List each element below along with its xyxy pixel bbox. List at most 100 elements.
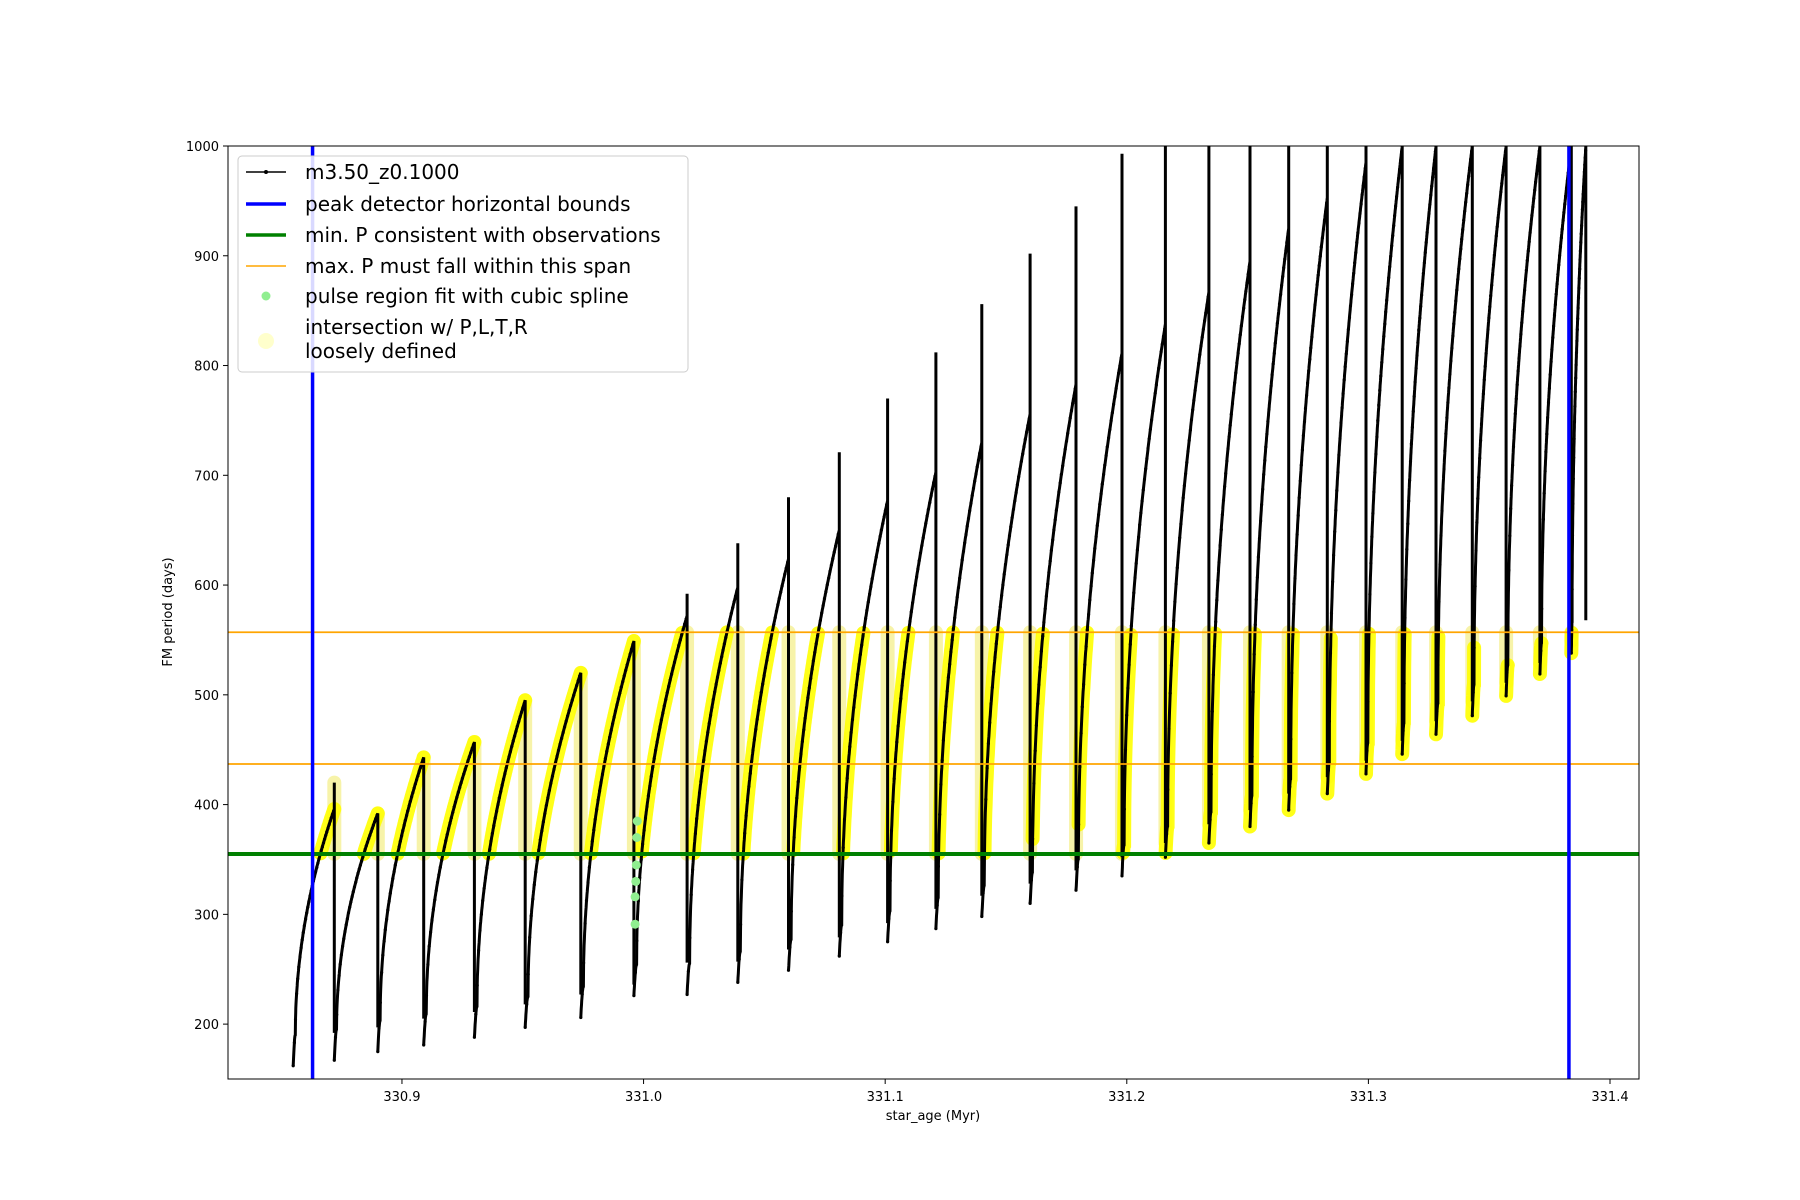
model-point <box>1314 293 1318 297</box>
model-point <box>1192 398 1196 402</box>
model-point <box>1110 411 1114 415</box>
model-point <box>994 642 998 646</box>
model-point <box>1148 427 1152 431</box>
model-point <box>1264 445 1268 449</box>
model-point <box>953 616 957 620</box>
model-point <box>459 781 463 785</box>
model-point <box>938 812 942 817</box>
model-point <box>900 684 904 688</box>
model-point <box>816 634 820 638</box>
model-point <box>383 928 387 932</box>
model-point <box>508 749 512 754</box>
model-point <box>1481 392 1485 396</box>
model-point <box>665 691 669 695</box>
model-point <box>1479 438 1483 443</box>
model-point <box>349 900 353 904</box>
model-point <box>963 541 967 545</box>
model-point <box>912 592 916 596</box>
model-point <box>818 618 823 623</box>
model-point <box>1084 645 1088 649</box>
model-point <box>540 829 544 833</box>
model-point <box>1495 225 1499 229</box>
x-tick-label: 331.0 <box>625 1090 662 1105</box>
model-point <box>1393 214 1397 218</box>
model-point <box>1023 437 1027 441</box>
model-point <box>1333 530 1337 534</box>
model-point <box>799 752 803 756</box>
model-point <box>388 891 392 895</box>
model-point <box>1511 463 1515 467</box>
model-point <box>1320 236 1324 240</box>
model-point <box>332 1058 336 1062</box>
model-point <box>744 814 748 818</box>
model-point <box>374 817 378 821</box>
model-point <box>932 481 936 485</box>
model-point <box>1221 498 1226 502</box>
model-point <box>405 813 409 818</box>
model-point <box>1579 240 1583 244</box>
model-point <box>1288 785 1292 789</box>
model-point <box>1312 313 1316 317</box>
model-point <box>639 858 643 862</box>
model-point <box>632 994 636 998</box>
model-pulse-line <box>736 497 790 983</box>
model-point <box>1570 533 1575 537</box>
model-point <box>1042 620 1046 624</box>
model-point <box>1526 249 1530 253</box>
model-point <box>573 688 577 693</box>
model-point <box>1355 240 1359 245</box>
intersection-segment <box>686 625 734 861</box>
model-point <box>1301 433 1305 438</box>
model-point <box>1207 841 1211 845</box>
model-point <box>415 778 419 782</box>
model-point <box>1493 243 1497 247</box>
model-point <box>402 823 406 828</box>
model-point <box>1284 248 1288 253</box>
model-point <box>895 740 899 744</box>
model-point <box>853 694 857 698</box>
model-point <box>1265 432 1269 436</box>
model-point <box>1480 406 1484 411</box>
y-tick-label: 500 <box>194 689 219 704</box>
model-point <box>776 603 780 607</box>
model-point <box>852 705 856 710</box>
model-point <box>1038 665 1042 669</box>
model-point <box>661 711 665 715</box>
model-point <box>526 972 530 976</box>
model-point <box>352 885 357 889</box>
model-point <box>295 992 299 996</box>
model-point <box>958 576 962 580</box>
model-point <box>684 617 688 621</box>
model-point <box>973 479 977 483</box>
model-point <box>1401 729 1405 733</box>
model-point <box>1289 737 1293 741</box>
model-point <box>1437 600 1441 604</box>
model-point <box>1453 310 1457 314</box>
model-point <box>1383 322 1387 326</box>
model-point <box>1238 333 1242 337</box>
model-point <box>1046 582 1050 586</box>
model-point <box>1573 390 1577 394</box>
model-point <box>1463 209 1467 213</box>
model-point <box>1066 431 1070 435</box>
model-point <box>381 953 385 957</box>
model-point <box>1100 482 1104 486</box>
model-point <box>729 611 733 616</box>
model-point <box>452 805 456 809</box>
model-point <box>1179 522 1183 526</box>
model-point <box>460 776 464 780</box>
model-point <box>478 928 482 932</box>
model-point <box>1308 357 1312 361</box>
model-point <box>733 594 738 599</box>
model-point <box>346 911 351 915</box>
model-point <box>1182 484 1186 488</box>
legend-intersection-marker <box>258 333 274 349</box>
model-point <box>1387 276 1391 280</box>
model-point <box>1573 404 1577 408</box>
model-point <box>1538 672 1542 676</box>
model-point <box>866 600 870 604</box>
model-point <box>804 706 809 710</box>
model-point <box>365 840 370 844</box>
model-point <box>1432 158 1437 162</box>
model-point <box>649 774 653 778</box>
